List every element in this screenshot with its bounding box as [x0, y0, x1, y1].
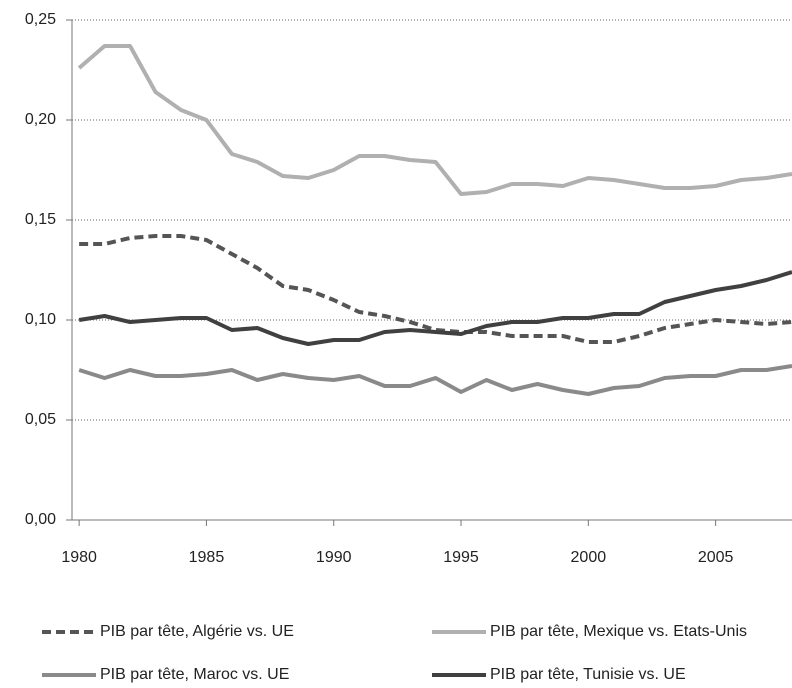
x-tick-label: 2005: [698, 549, 734, 566]
x-tick-label: 2000: [571, 549, 607, 566]
y-tick-label: 0,05: [25, 411, 56, 428]
y-tick-label: 0,25: [25, 11, 56, 28]
legend-label: PIB par tête, Tunisie vs. UE: [490, 666, 686, 683]
series-line: [77, 44, 792, 196]
series-line: [78, 364, 792, 396]
y-tick-label: 0,15: [25, 211, 56, 228]
x-tick-label: 1990: [316, 549, 352, 566]
x-tick-label: 1995: [443, 549, 479, 566]
y-tick-label: 0,20: [25, 111, 56, 128]
legend-label: PIB par tête, Mexique vs. Etats-Unis: [490, 623, 747, 640]
series-line: [78, 270, 792, 346]
legend-label: PIB par tête, Algérie vs. UE: [100, 623, 294, 640]
x-tick-label: 1980: [61, 549, 97, 566]
series-line: [79, 234, 792, 344]
x-tick-label: 1985: [189, 549, 225, 566]
legend-label: PIB par tête, Maroc vs. UE: [100, 666, 289, 683]
y-tick-label: 0,00: [25, 511, 56, 528]
y-tick-label: 0,10: [25, 311, 56, 328]
